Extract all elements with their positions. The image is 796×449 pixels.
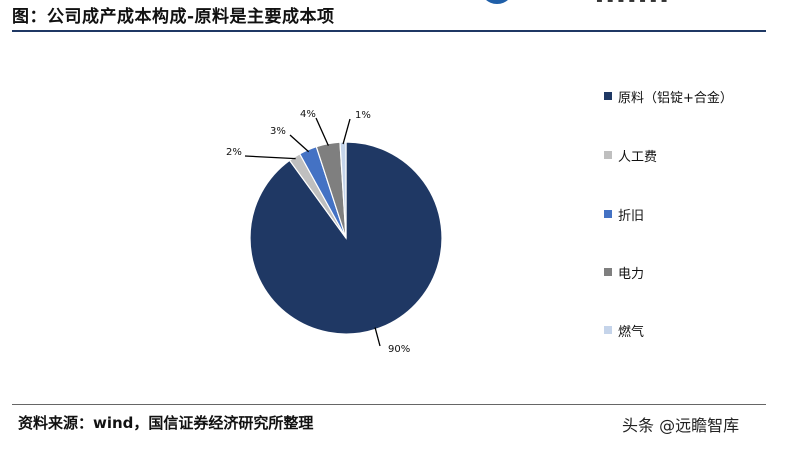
data-label-1: 90% xyxy=(388,344,410,355)
legend-item-3: 折旧 xyxy=(604,206,645,224)
legend-item-2: 人工费 xyxy=(604,147,658,165)
data-label-5: 1% xyxy=(355,110,371,121)
legend-label: 原料（铝锭+合金） xyxy=(618,90,733,106)
data-label-3: 3% xyxy=(270,126,286,137)
leader-line-4 xyxy=(315,117,329,146)
legend-swatch xyxy=(604,151,612,159)
legend-item-5: 燃气 xyxy=(604,322,645,340)
pie-slices xyxy=(249,141,443,335)
legend-label: 电力 xyxy=(618,266,645,282)
legend-swatch xyxy=(604,326,612,334)
legend-swatch xyxy=(604,92,612,100)
chart-title: 图：公司成产成本构成-原料是主要成本项 xyxy=(12,7,335,27)
title-divider xyxy=(12,30,766,32)
brand-logo-icon xyxy=(480,0,514,4)
legend-label: 折旧 xyxy=(618,208,645,224)
legend-item-1: 原料（铝锭+合金） xyxy=(604,88,733,106)
legend-label: 燃气 xyxy=(618,324,645,340)
data-label-2: 2% xyxy=(226,147,242,158)
legend-swatch xyxy=(604,210,612,218)
footer-divider xyxy=(12,404,766,405)
source-note: 资料来源：wind，国信证券经济研究所整理 xyxy=(18,414,314,432)
legend-item-4: 电力 xyxy=(604,264,645,282)
leader-line-1 xyxy=(374,327,381,347)
leader-line-2 xyxy=(244,155,296,160)
leader-lines xyxy=(244,117,381,347)
leader-line-3 xyxy=(289,134,310,153)
watermark: 头条 @远瞻智库 xyxy=(622,416,740,435)
legend-label: 人工费 xyxy=(618,149,658,165)
leader-line-5 xyxy=(342,118,351,145)
brand-logo-text: ▪▪▪▪▪▪▪ xyxy=(596,0,671,5)
data-label-4: 4% xyxy=(300,109,316,120)
data-labels: 90% 2% 3% 4% 1% xyxy=(226,109,410,355)
legend-swatch xyxy=(604,268,612,276)
